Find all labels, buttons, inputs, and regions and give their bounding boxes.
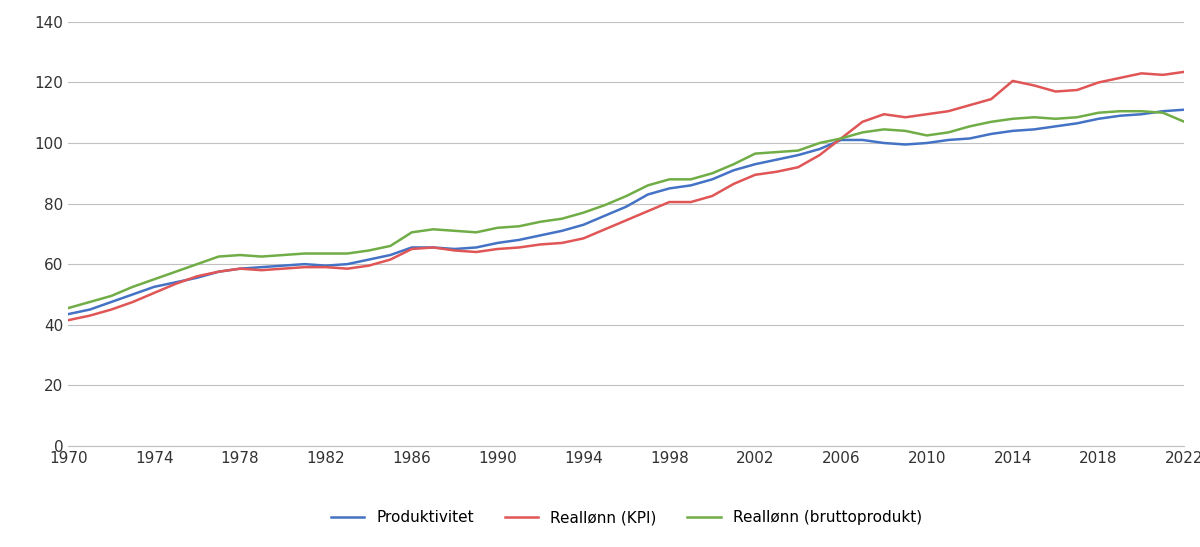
Produktivitet — [919, 139, 934, 146]
Reallønn (KPI) — [61, 317, 76, 323]
Reallønn (bruttoprodukt) — [1112, 108, 1127, 114]
Reallønn (KPI) — [769, 168, 784, 175]
Reallønn (KPI) — [919, 111, 934, 118]
Reallønn (bruttoprodukt) — [706, 170, 720, 177]
Produktivitet — [61, 311, 76, 317]
Produktivitet — [361, 257, 376, 263]
Reallønn (bruttoprodukt) — [769, 149, 784, 155]
Legend: Produktivitet, Reallønn (KPI), Reallønn (bruttoprodukt): Produktivitet, Reallønn (KPI), Reallønn … — [324, 504, 929, 532]
Reallønn (KPI) — [726, 181, 740, 187]
Produktivitet — [1049, 123, 1063, 130]
Line: Reallønn (bruttoprodukt): Reallønn (bruttoprodukt) — [68, 111, 1184, 308]
Produktivitet — [1177, 107, 1192, 113]
Produktivitet — [706, 176, 720, 183]
Reallønn (KPI) — [361, 263, 376, 269]
Reallønn (KPI) — [1177, 68, 1192, 75]
Reallønn (bruttoprodukt) — [1177, 119, 1192, 125]
Reallønn (bruttoprodukt) — [919, 132, 934, 139]
Produktivitet — [769, 156, 784, 163]
Reallønn (bruttoprodukt) — [1049, 115, 1063, 122]
Reallønn (bruttoprodukt) — [61, 305, 76, 311]
Reallønn (bruttoprodukt) — [361, 247, 376, 254]
Reallønn (bruttoprodukt) — [726, 161, 740, 167]
Reallønn (KPI) — [706, 193, 720, 199]
Line: Produktivitet: Produktivitet — [68, 110, 1184, 314]
Reallønn (KPI) — [1049, 88, 1063, 95]
Line: Reallønn (KPI): Reallønn (KPI) — [68, 72, 1184, 320]
Produktivitet — [726, 167, 740, 173]
